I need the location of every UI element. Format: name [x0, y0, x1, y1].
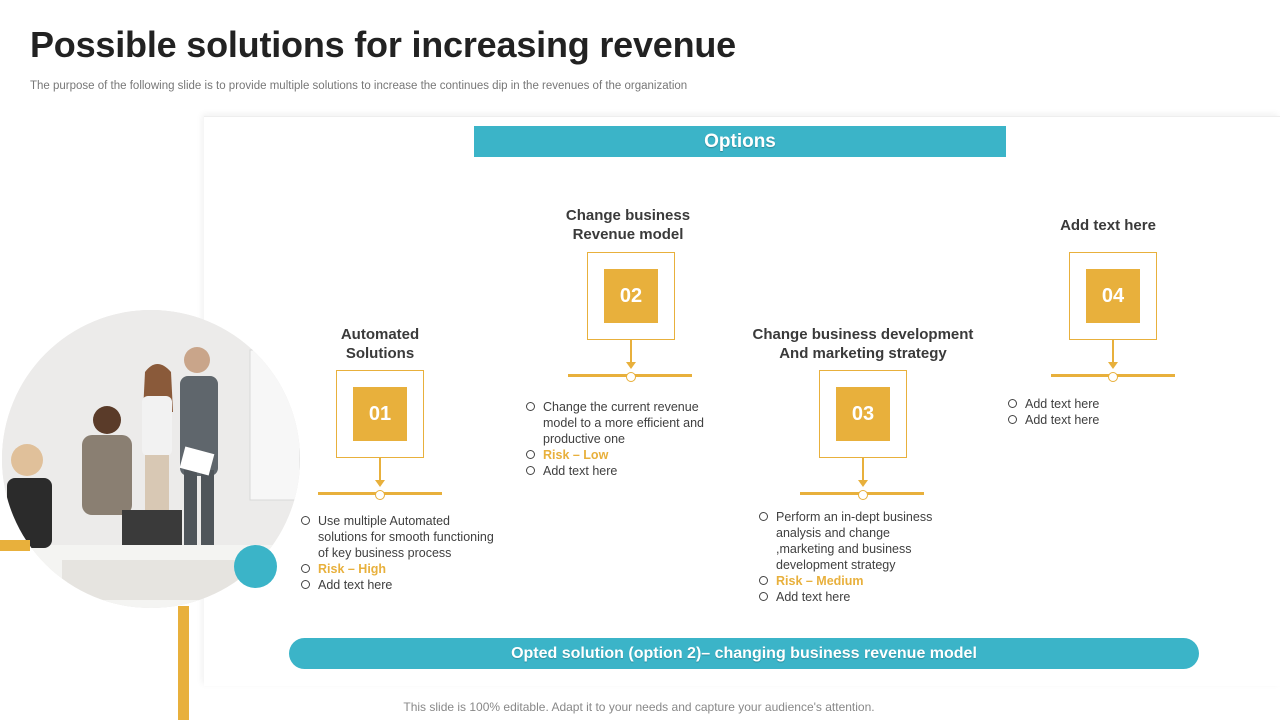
option-02-number: 02 [604, 269, 658, 323]
option-03-number: 03 [836, 387, 890, 441]
option-03-heading-line: And marketing strategy [779, 345, 947, 362]
option-04-bullets: Add text here Add text here [1007, 396, 1167, 428]
bullet-line: Perform an in-dept business [776, 510, 933, 524]
bullet-line: development strategy [776, 558, 896, 572]
option-01-box: 01 [336, 370, 424, 458]
option-01-heading-line: Solutions [345, 345, 415, 362]
decorative-teal-dot [234, 545, 277, 588]
risk-item: Risk – Medium [758, 573, 958, 589]
arrow-down-icon [375, 480, 385, 487]
opted-solution-banner: Opted solution (option 2)– changing busi… [289, 638, 1199, 669]
option-04-node [1108, 372, 1118, 382]
option-03-bullets: Perform an in-dept business analysis and… [758, 509, 958, 605]
option-01-connector [379, 458, 381, 482]
slide-subtitle: The purpose of the following slide is to… [30, 80, 688, 92]
bullet-line: model to a more efficient and [543, 416, 704, 430]
decorative-bar-horizontal [0, 540, 30, 551]
bullet-line: of key business process [318, 546, 452, 560]
option-02-bullets: Change the current revenue model to a mo… [525, 399, 725, 479]
options-banner: Options [474, 126, 1006, 157]
option-04-number: 04 [1086, 269, 1140, 323]
option-02-box: 02 [587, 252, 675, 340]
option-01-bullets: Use multiple Automated solutions for smo… [300, 513, 510, 593]
bullet-line: productive one [543, 432, 626, 446]
option-03-box: 03 [819, 370, 907, 458]
option-01-heading: Automated Solutions [300, 325, 460, 363]
arrow-down-icon [858, 480, 868, 487]
bullet-line: Change the current revenue [543, 400, 699, 414]
list-item: Add text here [300, 577, 510, 593]
option-04-heading: Add text here [1033, 216, 1183, 235]
option-03-heading-line: Change business development [752, 326, 974, 343]
list-item: Use multiple Automated solutions for smo… [300, 513, 510, 561]
option-04-heading-line: Add text here [1060, 217, 1156, 234]
option-01-heading-line: Automated [340, 326, 420, 343]
option-04-box: 04 [1069, 252, 1157, 340]
option-04-connector [1112, 340, 1114, 364]
option-03-heading: Change business development And marketin… [733, 325, 993, 363]
option-02-connector [630, 340, 632, 364]
arrow-down-icon [1108, 362, 1118, 369]
footer-note: This slide is 100% editable. Adapt it to… [403, 700, 875, 714]
option-03-node [858, 490, 868, 500]
decorative-bar-vertical [178, 606, 189, 720]
bullet-line: ,marketing and business [776, 542, 912, 556]
bullet-line: solutions for smooth functioning [318, 530, 494, 544]
list-item: Add text here [1007, 412, 1167, 428]
option-02-heading: Change business Revenue model [540, 206, 716, 244]
option-02-heading-line: Revenue model [572, 226, 684, 243]
list-item: Add text here [525, 463, 725, 479]
list-item: Add text here [1007, 396, 1167, 412]
bullet-line: Use multiple Automated [318, 514, 451, 528]
option-01-node [375, 490, 385, 500]
option-03-connector [862, 458, 864, 482]
slide-title: Possible solutions for increasing revenu… [30, 24, 736, 65]
option-01-number: 01 [353, 387, 407, 441]
risk-item: Risk – High [300, 561, 510, 577]
list-item: Add text here [758, 589, 958, 605]
option-02-node [626, 372, 636, 382]
list-item: Perform an in-dept business analysis and… [758, 509, 958, 573]
arrow-down-icon [626, 362, 636, 369]
risk-item: Risk – Low [525, 447, 725, 463]
bullet-line: analysis and change [776, 526, 890, 540]
list-item: Change the current revenue model to a mo… [525, 399, 725, 447]
option-02-heading-line: Change business [565, 207, 691, 224]
